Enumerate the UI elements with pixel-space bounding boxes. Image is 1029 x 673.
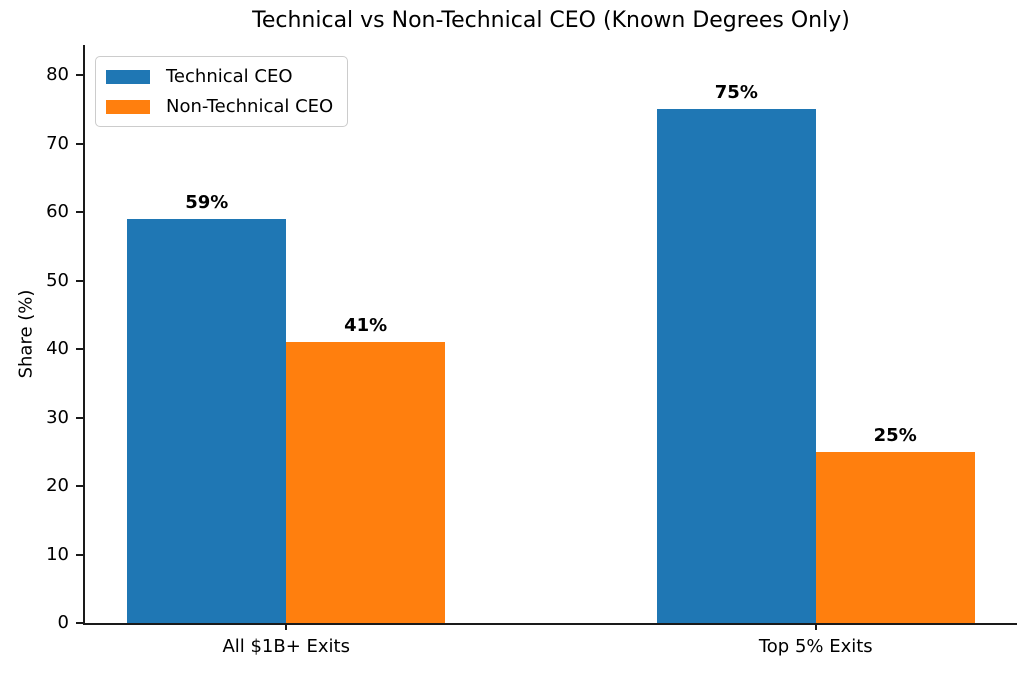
chart-title: Technical vs Non-Technical CEO (Known De… <box>252 8 850 33</box>
legend-item-non-technical-ceo: Non-Technical CEO <box>106 96 333 117</box>
y-tick <box>76 416 83 419</box>
legend: Technical CEO Non-Technical CEO <box>95 56 349 127</box>
legend-swatch-technical-ceo <box>106 69 150 84</box>
y-tick-label: 0 <box>57 612 69 633</box>
plot-area: Technical CEO Non-Technical CEO 0 10 20 30 4… <box>46 45 1017 657</box>
y-tick-label: 30 <box>46 406 69 428</box>
y-tick-label: 80 <box>46 64 69 86</box>
bar-non-technical-ceo-all-1b-exits <box>286 342 446 623</box>
y-axis-label: Share (%) <box>15 289 37 379</box>
y-tick-label: 70 <box>46 132 69 154</box>
bar-non-technical-ceo-top-5-exits <box>815 451 975 623</box>
y-tick-label: 20 <box>46 475 69 497</box>
legend-label-non-technical-ceo: Non-Technical CEO <box>166 96 334 117</box>
bar-value-label-non-technical-ceo-all-1b-exits: 41% <box>344 315 388 337</box>
bar-technical-ceo-all-1b-exits <box>127 218 287 623</box>
y-tick <box>76 553 83 556</box>
legend-label-technical-ceo: Technical CEO <box>166 66 293 87</box>
x-tick <box>814 623 817 630</box>
legend-swatch-non-technical-ceo <box>106 99 150 114</box>
legend-item-technical-ceo: Technical CEO <box>106 66 333 87</box>
bar-value-label-non-technical-ceo-top-5-exits: 25% <box>873 424 917 446</box>
y-tick <box>76 622 83 624</box>
y-tick-label: 40 <box>46 338 69 360</box>
bar-technical-ceo-top-5-exits <box>656 109 816 623</box>
x-tick-label-all-1b-exits: All $1B+ Exits <box>222 636 350 657</box>
y-tick-label: 60 <box>46 201 69 223</box>
y-tick <box>76 348 83 351</box>
y-tick <box>76 211 83 214</box>
y-tick <box>76 74 83 77</box>
bar-value-label-technical-ceo-all-1b-exits: 59% <box>185 191 229 213</box>
x-tick-label-top-5-exits: Top 5% Exits <box>758 636 873 657</box>
y-tick <box>76 279 83 282</box>
bar-value-label-technical-ceo-top-5-exits: 75% <box>714 82 758 104</box>
x-tick <box>285 623 288 630</box>
y-tick <box>76 485 83 488</box>
y-tick-label: 50 <box>46 269 69 291</box>
y-tick <box>76 142 83 145</box>
y-tick-label: 10 <box>46 543 69 565</box>
